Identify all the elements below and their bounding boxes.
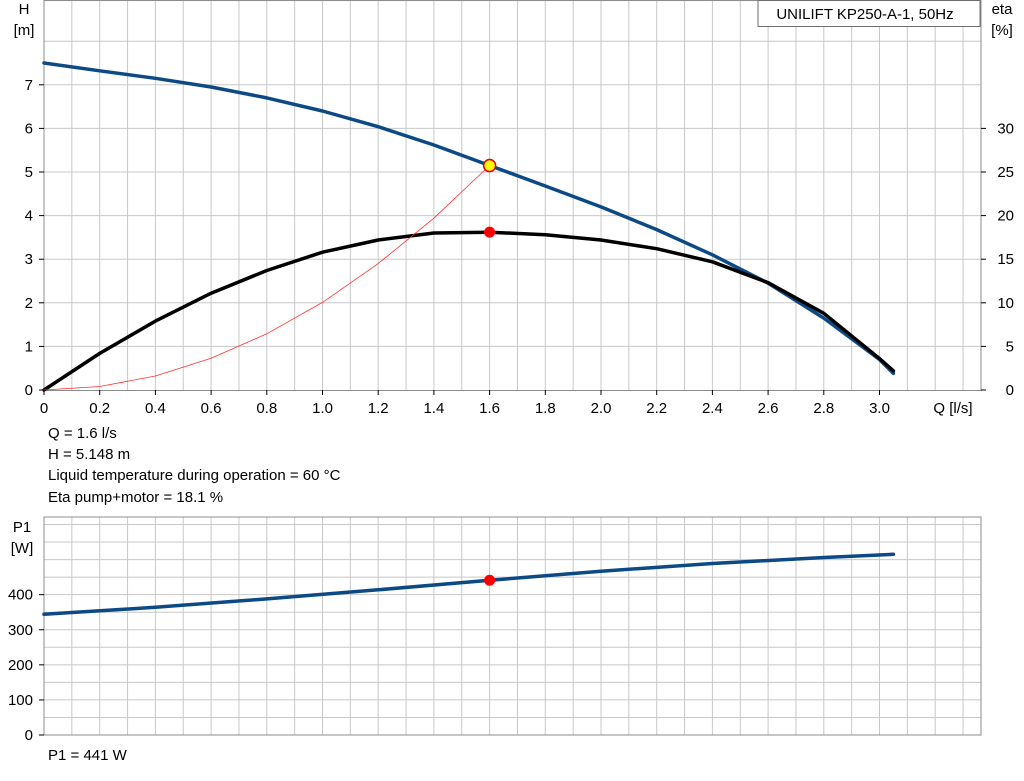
axis-label-q: Q [l/s]: [933, 400, 972, 417]
series-system-curve: [43, 165, 491, 391]
tick-label-q: 1.2: [368, 400, 389, 417]
tick-label-q: 1.0: [312, 400, 333, 417]
tick-label-q: 1.4: [423, 400, 444, 417]
axis-label-eta: eta: [992, 1, 1014, 18]
tick-label-eta: 30: [997, 120, 1014, 137]
info-liquid-temperature: Liquid temperature during operation = 60…: [48, 467, 341, 484]
duty-point-head-marker: [482, 158, 497, 173]
series-head-curve: [42, 61, 896, 376]
tick-label-h: 4: [25, 208, 33, 225]
tick-label-q: 0.4: [145, 400, 166, 417]
tick-label-h: 6: [25, 120, 33, 137]
tick-label-h: 1: [25, 338, 33, 355]
tick-label-q: 2.2: [646, 400, 667, 417]
series-efficiency-curve: [42, 230, 896, 392]
tick-label-h: 5: [25, 164, 33, 181]
tick-label-q: 2.8: [813, 400, 834, 417]
axis-label-p1: P1: [13, 519, 31, 536]
axis-label-h: H: [19, 1, 30, 18]
axis-label-eta-unit: [%]: [991, 22, 1013, 39]
tick-label-q: 2.4: [702, 400, 723, 417]
duty-point-power-marker: [484, 574, 496, 586]
tick-label-h: 7: [25, 77, 33, 94]
tick-label-eta: 10: [997, 295, 1014, 312]
info-efficiency: Eta pump+motor = 18.1 %: [48, 489, 224, 506]
axis-label-p1-unit: [W]: [11, 540, 34, 557]
duty-point-efficiency-marker: [484, 226, 496, 238]
info-power: P1 = 441 W: [48, 747, 127, 764]
tick-label-q: 0.8: [256, 400, 277, 417]
chart-title: UNILIFT KP250-A-1, 50Hz: [776, 6, 953, 23]
tick-label-eta: 20: [997, 208, 1014, 225]
tick-label-q: 0: [40, 400, 48, 417]
tick-label-q: 2.0: [591, 400, 612, 417]
tick-label-q: 3.0: [869, 400, 890, 417]
tick-label-eta: 15: [997, 251, 1014, 268]
tick-label-p1: 200: [8, 657, 33, 674]
info-flow: Q = 1.6 l/s: [48, 425, 117, 442]
tick-label-h: 3: [25, 251, 33, 268]
tick-label-eta: 25: [997, 164, 1014, 181]
tick-label-p1: 100: [8, 692, 33, 709]
plot-frame-top: [43, 0, 982, 391]
tick-label-eta: 5: [1006, 338, 1014, 355]
tick-label-q: 0.2: [89, 400, 110, 417]
plot-frame-bottom: [43, 516, 982, 736]
tick-label-q: 1.6: [479, 400, 500, 417]
tick-label-h: 2: [25, 295, 33, 312]
tick-label-eta: 0: [1006, 382, 1014, 399]
tick-label-q: 1.8: [535, 400, 556, 417]
tick-label-q: 0.6: [201, 400, 222, 417]
info-head: H = 5.148 m: [48, 446, 131, 463]
series-power-curve: [42, 552, 896, 617]
tick-label-p1: 300: [8, 622, 33, 639]
title-box: [757, 0, 981, 27]
tick-label-p1: 0: [25, 727, 33, 744]
axis-label-h-unit: [m]: [14, 22, 35, 39]
tick-label-p1: 400: [8, 587, 33, 604]
tick-label-q: 2.6: [758, 400, 779, 417]
tick-label-h: 0: [25, 382, 33, 399]
